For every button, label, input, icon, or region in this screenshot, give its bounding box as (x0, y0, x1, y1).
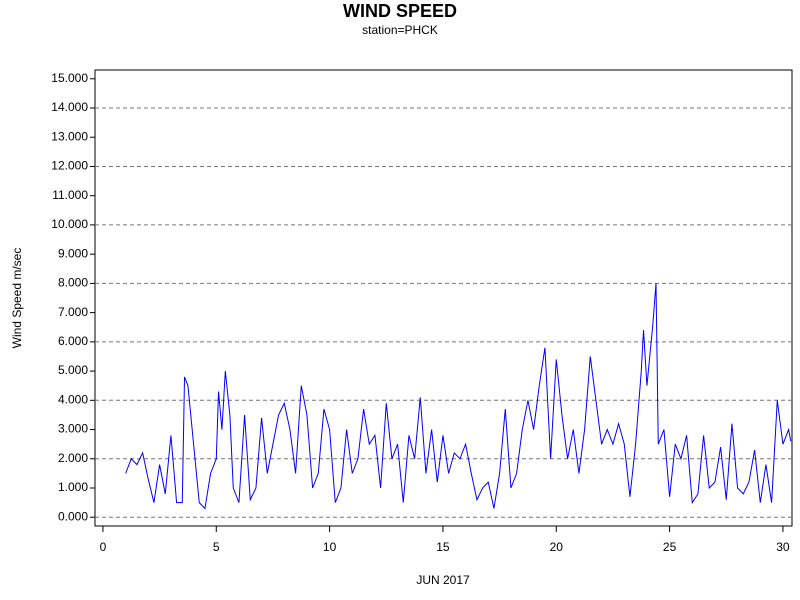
y-tick-label: 13.000 (51, 129, 88, 143)
y-tick-label: 8.000 (58, 276, 88, 290)
plot-frame (94, 69, 793, 527)
y-tick-label: 5.000 (58, 363, 88, 377)
y-tick-label: 7.000 (58, 305, 88, 319)
y-tick-label: 1.000 (58, 480, 88, 494)
y-tick-label: 0.000 (58, 509, 88, 523)
chart-subtitle: station=PHCK (362, 23, 438, 37)
data-line (125, 283, 792, 510)
chart-title: WIND SPEED (343, 1, 457, 21)
y-tick-label: 9.000 (58, 246, 88, 260)
x-tick-label: 10 (323, 540, 337, 554)
y-tick-label: 15.000 (51, 71, 88, 85)
y-tick-label: 12.000 (51, 159, 88, 173)
y-tick-label: 3.000 (58, 422, 88, 436)
x-tick-label: 30 (776, 540, 790, 554)
x-axis-label: JUN 2017 (416, 573, 470, 587)
y-tick-label: 4.000 (58, 392, 88, 406)
x-tick-label: 25 (663, 540, 677, 554)
y-tick-label: 11.000 (52, 188, 88, 202)
y-tick-label: 10.000 (51, 217, 88, 231)
y-tick-label: 2.000 (58, 451, 88, 465)
y-tick-label: 14.000 (51, 100, 88, 114)
y-tick-label: 6.000 (58, 334, 88, 348)
x-tick-label: 5 (213, 540, 220, 554)
x-tick-label: 15 (436, 540, 450, 554)
y-axis-label: Wind Speed m/sec (10, 248, 24, 349)
x-tick-label: 20 (550, 540, 564, 554)
x-tick-label: 0 (100, 540, 107, 554)
